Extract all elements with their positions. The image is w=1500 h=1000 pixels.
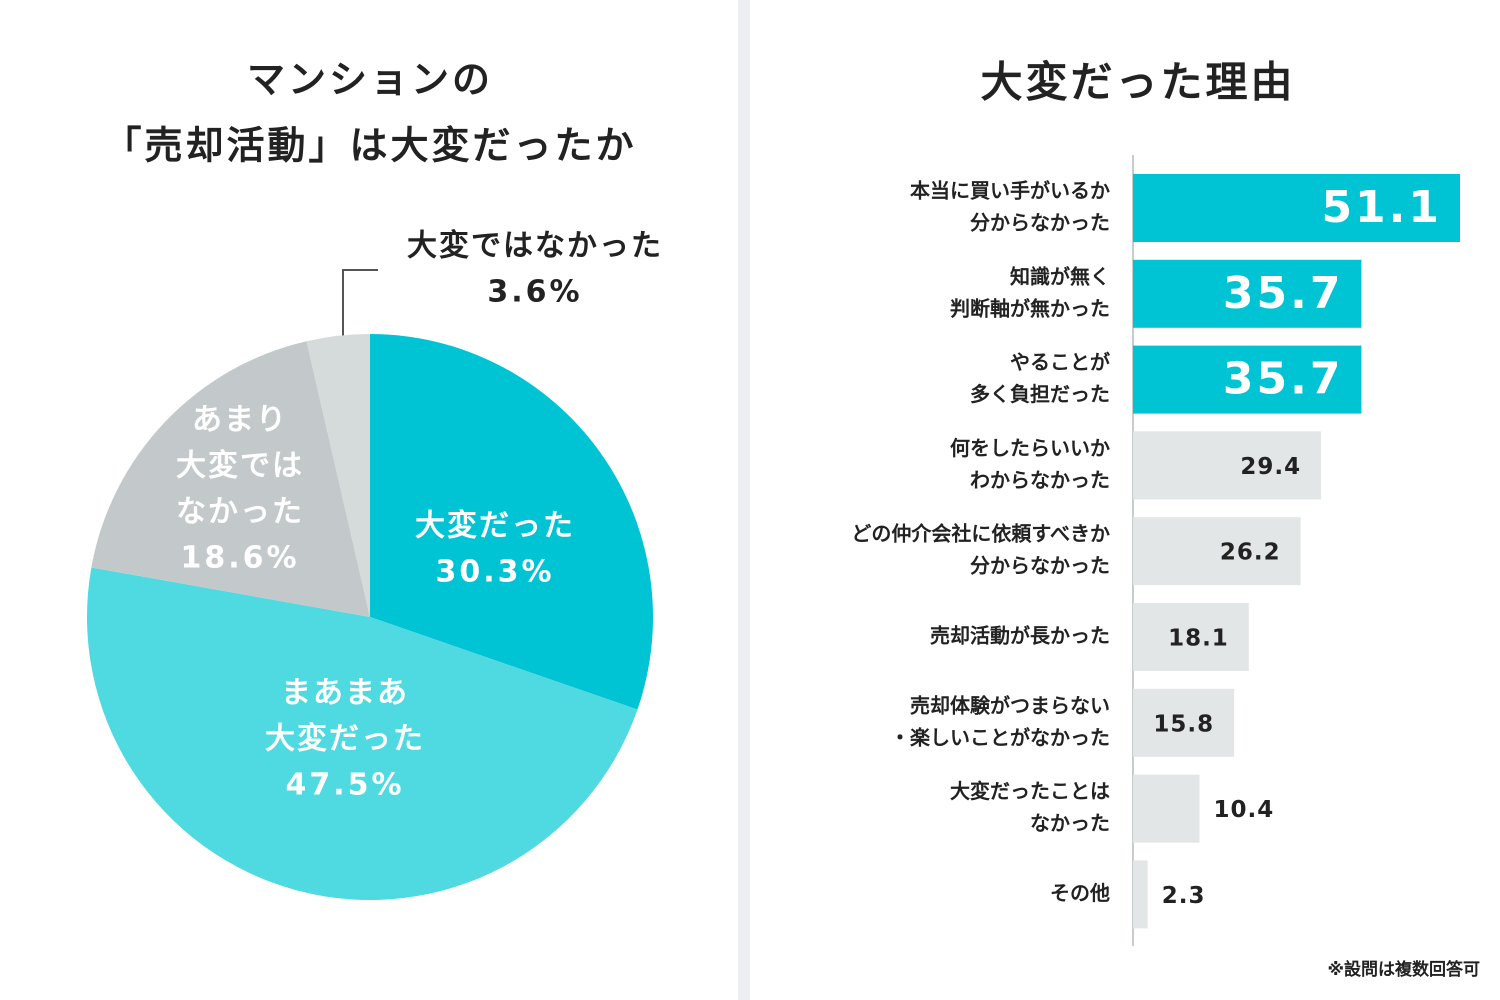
bar [1133, 860, 1148, 929]
bar-title: 大変だった理由 [980, 58, 1295, 107]
bar [1133, 517, 1301, 586]
divider [738, 0, 750, 1000]
pie-slice [370, 334, 653, 710]
slice-value-label: 3.6% [487, 275, 582, 310]
value-label: 18.1 [1168, 626, 1229, 652]
category-label: やることが [1010, 350, 1110, 374]
slice-label: まあまあ [281, 676, 409, 711]
value-label: 35.7 [1223, 268, 1344, 319]
category-label: なかった [1030, 811, 1110, 835]
slice-label: 大変ではなかった [407, 229, 663, 264]
bar [1133, 603, 1249, 671]
category-label: どの仲介会社に依頼すべきか [851, 522, 1110, 546]
slice-value-label: 47.5% [285, 768, 404, 803]
pie-title: 「売却活動」は大変だったか [103, 124, 636, 168]
pie-slice [306, 334, 370, 617]
slice-value-label: 30.3% [435, 555, 554, 590]
category-label: 分からなかった [970, 554, 1110, 578]
footnote: ※設問は複数回答可 [1327, 959, 1480, 980]
value-label: 26.2 [1220, 540, 1281, 566]
category-label: 本当に買い手がいるか [910, 179, 1110, 203]
slice-value-label: 18.6% [180, 541, 299, 576]
bar [1133, 174, 1460, 242]
slice-label: なかった [176, 495, 304, 530]
value-label: 2.3 [1162, 883, 1206, 909]
category-label: 分からなかった [970, 211, 1110, 235]
category-label: 判断軸が無かった [950, 296, 1110, 320]
category-label: ・楽しいことがなかった [890, 725, 1110, 749]
bar [1133, 774, 1200, 843]
category-label: 何をしたらいいか [950, 436, 1110, 460]
value-label: 29.4 [1240, 454, 1301, 480]
pie-slice [87, 567, 638, 900]
bar [1133, 345, 1362, 414]
category-label: 多く負担だった [970, 382, 1110, 406]
pie-slice [91, 341, 371, 617]
value-label: 10.4 [1214, 797, 1275, 823]
category-label: 知識が無く [1010, 264, 1110, 288]
value-label: 51.1 [1321, 182, 1442, 233]
slice-label: 大変だった [415, 509, 575, 544]
category-label: 大変だったことは [950, 779, 1110, 803]
bar [1133, 431, 1322, 500]
value-label: 15.8 [1153, 711, 1214, 737]
category-label: 売却活動が長かった [930, 624, 1110, 648]
bar [1133, 259, 1362, 328]
slice-label: 大変だった [265, 722, 425, 757]
slice-label: あまり [192, 403, 288, 438]
slice-label: 大変では [176, 449, 304, 484]
category-label: わからなかった [970, 468, 1110, 492]
bar [1133, 688, 1235, 757]
pie-title: マンションの [247, 58, 493, 102]
category-label: その他 [1050, 881, 1110, 905]
category-label: 売却体験がつまらない [910, 693, 1110, 717]
value-label: 35.7 [1223, 354, 1344, 405]
